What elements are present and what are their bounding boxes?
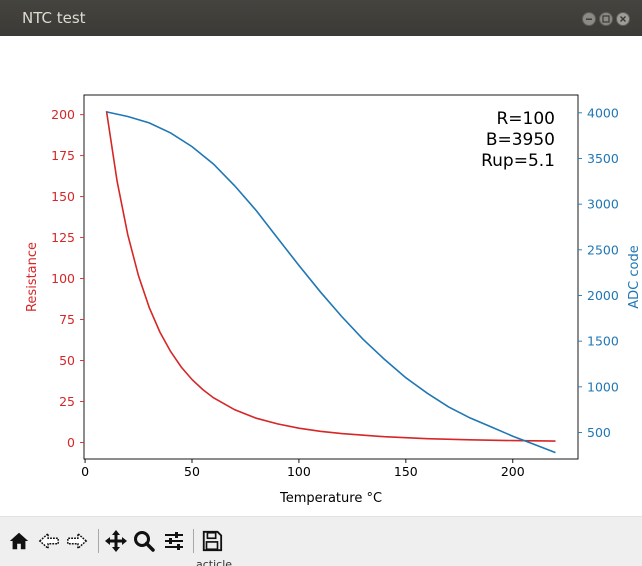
y-left-tick-label: 125 (51, 230, 75, 245)
save-icon (202, 530, 223, 552)
minimize-button[interactable] (582, 12, 596, 26)
x-tick-label: 200 (501, 464, 525, 479)
maximize-icon (602, 15, 610, 23)
y-right-tick-label: 3000 (587, 197, 619, 212)
save-button[interactable] (199, 527, 225, 555)
y-left-tick-label: 75 (59, 312, 75, 327)
y-right-tick-label: 2000 (587, 288, 619, 303)
close-button[interactable] (616, 12, 630, 26)
annotation-r: R=100 (496, 109, 555, 129)
back-button[interactable] (36, 527, 62, 555)
home-button[interactable] (6, 527, 32, 555)
y-right-tick-label: 3500 (587, 151, 619, 166)
y-axis-right: 500 1000 1500 2000 2500 3000 3500 4000 (578, 105, 619, 440)
background-window-text: acticle (196, 560, 316, 566)
y-left-tick-label: 150 (51, 189, 75, 204)
toolbar-separator (98, 529, 99, 553)
close-icon (620, 16, 626, 22)
pan-button[interactable] (103, 527, 129, 555)
y-left-tick-label: 50 (59, 353, 75, 368)
navigation-toolbar (0, 516, 642, 566)
annotation-b: B=3950 (486, 130, 555, 150)
x-tick-label: 0 (81, 464, 89, 479)
y-right-tick-label: 500 (587, 425, 611, 440)
configure-subplots-icon (165, 532, 183, 550)
plot-area[interactable] (83, 94, 579, 460)
y-right-tick-label: 2500 (587, 242, 619, 257)
title-bar: NTC test (0, 0, 642, 36)
toolbar-separator (193, 529, 194, 553)
y-left-tick-label: 100 (51, 271, 75, 286)
x-axis-label: Temperature °C (279, 491, 382, 506)
annotation-rup: Rup=5.1 (481, 151, 555, 171)
zoom-button[interactable] (131, 527, 157, 555)
y-right-tick-label: 4000 (587, 105, 619, 120)
x-tick-label: 50 (184, 464, 200, 479)
parameter-annotation: R=100 B=3950 Rup=5.1 (481, 109, 555, 171)
x-axis: 0 50 100 150 200 (81, 459, 525, 479)
forward-icon (67, 532, 88, 550)
y-left-tick-label: 200 (51, 107, 75, 122)
y-axis-right-label: ADC code (627, 245, 642, 308)
minimize-icon (586, 18, 592, 20)
figure-canvas: 0 50 100 150 200 0 25 50 75 100 125 150 175 200 500 1… (0, 36, 642, 516)
series-line-adc (106, 111, 556, 454)
y-axis-left-label: Resistance (25, 242, 40, 312)
y-right-tick-label: 1500 (587, 334, 619, 349)
x-tick-label: 100 (287, 464, 311, 479)
y-left-tick-label: 175 (51, 148, 75, 163)
pan-icon (105, 530, 127, 552)
y-left-tick-label: 25 (59, 394, 75, 409)
y-left-tick-label: 0 (67, 435, 75, 450)
window-title: NTC test (22, 9, 86, 27)
y-axis-left: 0 25 50 75 100 125 150 175 200 (51, 107, 84, 450)
axes-frame (83, 94, 579, 460)
configure-subplots-button[interactable] (161, 527, 187, 555)
back-icon (38, 532, 59, 550)
forward-button[interactable] (64, 527, 90, 555)
axes-background (84, 95, 578, 459)
x-tick-label: 150 (394, 464, 418, 479)
y-right-tick-label: 1000 (587, 379, 619, 394)
zoom-icon (134, 531, 155, 552)
home-icon (9, 532, 29, 550)
maximize-button[interactable] (599, 12, 613, 26)
series-line-resistance (105, 110, 556, 442)
